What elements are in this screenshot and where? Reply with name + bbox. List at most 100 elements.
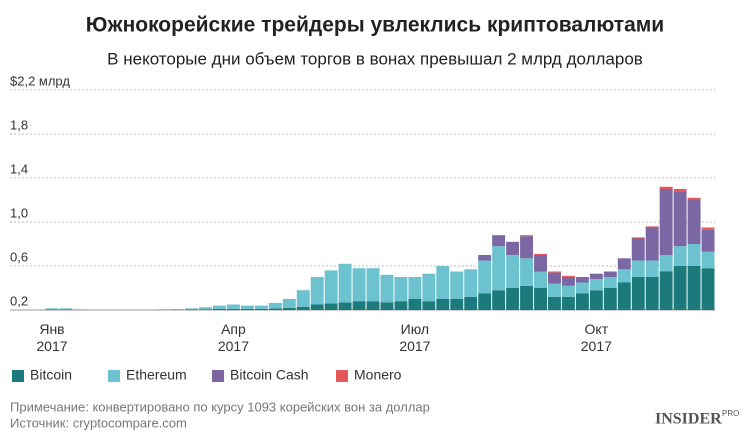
bar-segment bbox=[617, 258, 631, 270]
x-tick-label: Янв 2017 bbox=[36, 321, 68, 354]
legend-label: Bitcoin Cash bbox=[230, 367, 309, 383]
note: Примечание: конвертировано по курсу 1093… bbox=[10, 399, 430, 414]
bar-segment bbox=[645, 226, 659, 228]
bar-segment bbox=[575, 293, 589, 310]
bar-segment bbox=[226, 308, 240, 310]
bar-segment bbox=[338, 263, 352, 303]
bar-segment bbox=[478, 293, 492, 310]
bar-segment bbox=[534, 253, 547, 255]
bar-segment bbox=[520, 235, 534, 237]
bar-segment bbox=[617, 282, 631, 310]
bar-segment bbox=[464, 269, 478, 297]
bar-segment bbox=[394, 277, 408, 302]
legend-swatch bbox=[336, 370, 348, 382]
y-tick-label: $2,2 млрд bbox=[10, 73, 70, 88]
bar-segment bbox=[659, 255, 673, 272]
bar-segment bbox=[436, 266, 450, 299]
x-tick-label: Июл 2017 bbox=[399, 321, 431, 354]
bar-segment bbox=[394, 301, 408, 310]
bar-segment bbox=[366, 268, 380, 302]
y-tick-label: 1,0 bbox=[10, 205, 28, 220]
bar-segment bbox=[561, 285, 575, 297]
bar-segment bbox=[254, 308, 268, 310]
bar-segment bbox=[310, 304, 324, 310]
bar-segment bbox=[268, 302, 282, 309]
bar-segment bbox=[617, 269, 631, 283]
bar-segment bbox=[45, 309, 59, 310]
bar-segment bbox=[701, 229, 715, 252]
bar-segment bbox=[673, 246, 687, 266]
bar-segment bbox=[673, 191, 687, 247]
bar-segment bbox=[436, 299, 450, 310]
bar-segment bbox=[659, 271, 673, 310]
bar-segment bbox=[478, 255, 492, 261]
y-tick-label: 1,8 bbox=[10, 117, 28, 132]
bar-segment bbox=[701, 227, 715, 230]
bar-segment bbox=[631, 237, 645, 239]
x-tick-label: Окт 2017 bbox=[580, 321, 612, 354]
bar-segment bbox=[296, 290, 310, 307]
bar-segment bbox=[282, 299, 296, 308]
bar-segment bbox=[603, 277, 617, 288]
bar-segment bbox=[226, 304, 240, 309]
legend-label: Bitcoin bbox=[30, 367, 72, 383]
bar-segment bbox=[701, 251, 715, 269]
bar-segment bbox=[380, 274, 394, 303]
bar-segment bbox=[548, 272, 561, 284]
bar-segment bbox=[687, 244, 701, 266]
bar-segment bbox=[645, 227, 659, 261]
y-tick-label: 1,4 bbox=[10, 161, 28, 176]
bar-segment bbox=[548, 271, 561, 273]
bar-segment bbox=[659, 189, 673, 255]
bar-segment bbox=[450, 271, 464, 299]
bar-segment bbox=[701, 268, 715, 310]
y-tick-label: 0,2 bbox=[10, 293, 28, 308]
bar-segment bbox=[589, 273, 603, 280]
bar-segment bbox=[450, 299, 464, 310]
legend-swatch bbox=[12, 370, 24, 382]
bar-segment bbox=[310, 277, 324, 305]
bar-segment bbox=[324, 270, 338, 304]
bar-segment bbox=[520, 258, 534, 286]
bar-segment bbox=[492, 235, 506, 247]
x-tick-label: Апр 2017 bbox=[217, 321, 250, 354]
bar-segment bbox=[478, 260, 492, 294]
logo-sub: PRO bbox=[722, 409, 739, 418]
legend-swatch bbox=[212, 370, 224, 382]
bar-segment bbox=[254, 305, 268, 309]
bar-segment bbox=[352, 268, 366, 302]
bar-segment bbox=[631, 260, 645, 277]
bar-segment bbox=[575, 282, 589, 294]
bar-segment bbox=[589, 290, 603, 310]
bar-segment bbox=[631, 277, 645, 310]
y-tick-label: 0,6 bbox=[10, 249, 28, 264]
bar-segment bbox=[673, 189, 687, 192]
bar-segment bbox=[575, 277, 589, 283]
bar-segment bbox=[380, 302, 394, 310]
bar-segment bbox=[506, 255, 520, 288]
bar-segment bbox=[422, 273, 436, 302]
chart-title: Южнокорейские трейдеры увлеклись криптов… bbox=[86, 14, 664, 37]
bar-segment bbox=[534, 255, 547, 272]
bar-segment bbox=[687, 200, 701, 244]
legend-swatch bbox=[108, 370, 120, 382]
bar-segment bbox=[603, 288, 617, 310]
bar-segment bbox=[561, 275, 575, 277]
bar-segment bbox=[673, 266, 687, 310]
bar-segment bbox=[408, 277, 422, 299]
bar-segment bbox=[561, 296, 575, 310]
bar-segment bbox=[548, 283, 561, 297]
bar-segment bbox=[687, 266, 701, 310]
bar-segment bbox=[171, 309, 185, 310]
bar-segment bbox=[687, 197, 701, 200]
legend-label: Ethereum bbox=[126, 367, 187, 383]
bar-segment bbox=[422, 301, 436, 310]
bar-segment bbox=[352, 301, 366, 310]
bar-segment bbox=[506, 288, 520, 310]
bar-segment bbox=[534, 271, 547, 288]
legend-label: Monero bbox=[354, 367, 402, 383]
bar-segment bbox=[520, 285, 534, 310]
bar-segment bbox=[45, 308, 59, 310]
